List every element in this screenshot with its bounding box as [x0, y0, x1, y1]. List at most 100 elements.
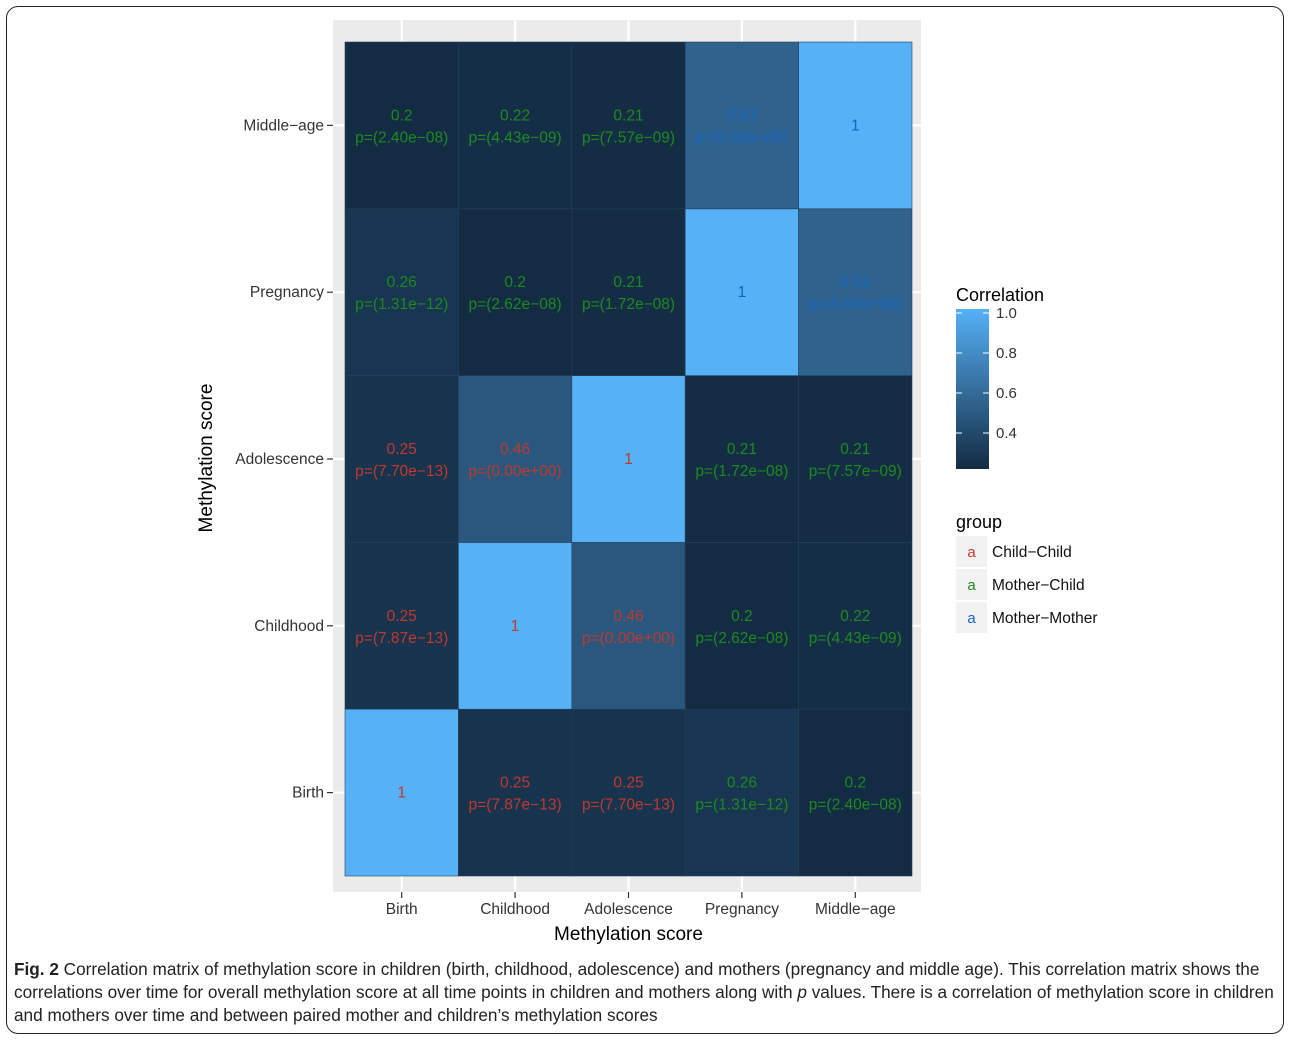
cell-p-label: p=(4.43e−09) — [809, 630, 902, 647]
group-legend-label-mother-child: Mother−Child — [992, 577, 1085, 594]
y-tick-label: Pregnancy — [250, 284, 324, 301]
cell-p-label: p=(1.72e−08) — [582, 296, 675, 313]
cell-p-label: p=(7.87e−13) — [355, 630, 448, 647]
cell-p-label: p=(2.62e−08) — [469, 296, 562, 313]
cell-value-label: 0.2 — [504, 274, 526, 291]
figure-caption: Fig. 2 Correlation matrix of methylation… — [14, 958, 1276, 1027]
x-axis-title: Methylation score — [554, 924, 703, 945]
cell-value-label: 0.26 — [387, 274, 417, 291]
heatmap-cell-pregnancy-childhood — [684, 542, 799, 710]
cell-p-label: p=(7.70e−13) — [582, 797, 675, 814]
cell-value-label: 0.46 — [613, 608, 643, 625]
y-tick-label: Adolescence — [235, 451, 324, 468]
caption-text-2: values. There is a correlation of methyl… — [14, 982, 1274, 1025]
cell-p-label: p=(1.72e−08) — [695, 463, 788, 480]
cell-p-label: p=(0.00e+00) — [469, 463, 562, 480]
group-legend-key — [956, 602, 987, 633]
heatmap-cell-birth-childhood — [344, 542, 459, 710]
cell-value-label: 0.2 — [391, 107, 413, 124]
heatmap-cell-childhood-adolescence — [458, 375, 573, 543]
group-legend-key — [956, 536, 987, 567]
colorbar-gradient — [956, 309, 989, 469]
heatmap-cell-pregnancy-adolescence — [684, 375, 799, 543]
cell-p-label: p=(2.40e−08) — [355, 129, 448, 146]
cell-p-label: p=(0.00e+00) — [809, 296, 902, 313]
cell-p-label: p=(1.31e−12) — [355, 296, 448, 313]
heatmap-cell-adolescence-birth — [571, 708, 686, 877]
heatmap-cell-birth-middle-age — [344, 41, 459, 210]
cell-value-label: 0.53 — [727, 107, 757, 124]
cell-value-label: 0.21 — [613, 107, 643, 124]
x-tick-label: Birth — [386, 901, 418, 918]
cell-value-label: 0.25 — [387, 441, 417, 458]
heatmap-cell-pregnancy-pregnancy — [684, 208, 799, 376]
cell-value-label: 0.46 — [500, 441, 530, 458]
colorbar-tick-label: 0.4 — [996, 425, 1017, 442]
cell-p-label: p=(1.31e−12) — [695, 797, 788, 814]
y-axis-title: Methylation score — [196, 384, 217, 533]
colorbar-title: Correlation — [956, 285, 1044, 305]
cell-p-label: p=(4.43e−09) — [469, 129, 562, 146]
x-tick-label: Middle−age — [815, 901, 896, 918]
cell-p-label: p=(7.57e−09) — [809, 463, 902, 480]
cell-p-label: p=(0.00e+00) — [582, 630, 675, 647]
correlation-heatmap: 1 0.25 p=(7.87e−13) 0.25 p=(7.70e−13) 0.26 p=(… — [196, 20, 1098, 945]
y-tick-label: Childhood — [254, 618, 324, 635]
heatmap-cell-adolescence-middle-age — [571, 41, 686, 210]
heatmap-cell-pregnancy-birth — [684, 708, 799, 877]
heatmap-cell-middle-age-adolescence — [798, 375, 913, 543]
figure-label: Fig. 2 — [14, 959, 59, 979]
heatmap-cell-childhood-childhood — [458, 542, 573, 710]
cell-value-label: 0.2 — [845, 775, 867, 792]
heatmap-cell-adolescence-adolescence — [571, 375, 686, 543]
cell-p-label: p=(7.87e−13) — [469, 797, 562, 814]
cell-value-label: 0.2 — [731, 608, 753, 625]
colorbar-tick-label: 0.8 — [996, 345, 1017, 362]
group-legend-key-glyph: a — [967, 577, 976, 594]
x-tick-label: Childhood — [480, 901, 550, 918]
cell-p-label: p=(7.57e−09) — [582, 129, 675, 146]
group-legend-key — [956, 569, 987, 600]
x-tick-label: Pregnancy — [705, 901, 779, 918]
group-legend-key-glyph: a — [967, 610, 976, 627]
colorbar-tick-label: 0.6 — [996, 385, 1017, 402]
cell-value-label: 1 — [851, 117, 860, 134]
cell-p-label: p=(2.62e−08) — [695, 630, 788, 647]
caption-text-1: Correlation matrix of methylation score … — [14, 959, 1260, 1002]
cell-value-label: 0.21 — [840, 441, 870, 458]
heatmap-cell-adolescence-pregnancy — [571, 208, 686, 376]
heatmap-cell-birth-pregnancy — [344, 208, 459, 376]
cell-value-label: 0.21 — [727, 441, 757, 458]
heatmap-cell-pregnancy-middle-age — [684, 41, 799, 210]
cell-value-label: 0.22 — [840, 608, 870, 625]
y-tick-label: Middle−age — [243, 117, 324, 134]
cell-value-label: 0.25 — [387, 608, 417, 625]
cell-value-label: 1 — [624, 451, 633, 468]
cell-value-label: 0.53 — [840, 274, 870, 291]
group-legend-label-child-child: Child−Child — [992, 544, 1072, 561]
cell-value-label: 0.22 — [500, 107, 530, 124]
x-tick-label: Adolescence — [584, 901, 673, 918]
cell-value-label: 1 — [511, 618, 520, 635]
group-legend-label-mother-mother: Mother−Mother — [992, 610, 1098, 627]
cell-p-label: p=(2.40e−08) — [809, 797, 902, 814]
heatmap-cell-middle-age-pregnancy — [798, 208, 913, 376]
cell-value-label: 0.25 — [500, 775, 530, 792]
cell-p-label: p=(7.70e−13) — [355, 463, 448, 480]
cell-value-label: 1 — [397, 785, 406, 802]
heatmap-cell-middle-age-childhood — [798, 542, 913, 710]
heatmap-cell-adolescence-childhood — [571, 542, 686, 710]
cell-value-label: 1 — [738, 284, 747, 301]
group-legend-key-glyph: a — [967, 544, 976, 561]
cell-p-label: p=(0.00e+00) — [695, 129, 788, 146]
heatmap-cell-childhood-middle-age — [458, 41, 573, 210]
figure-frame — [6, 6, 1284, 1034]
group-legend-title: group — [956, 512, 1002, 532]
heatmap-cell-childhood-birth — [458, 708, 573, 877]
heatmap-cell-middle-age-birth — [798, 708, 913, 877]
cell-value-label: 0.25 — [613, 775, 643, 792]
heatmap-cell-middle-age-middle-age — [798, 41, 913, 210]
caption-p-symbol: p — [797, 982, 807, 1002]
colorbar-tick-label: 1.0 — [996, 305, 1017, 322]
heatmap-cell-childhood-pregnancy — [458, 208, 573, 376]
